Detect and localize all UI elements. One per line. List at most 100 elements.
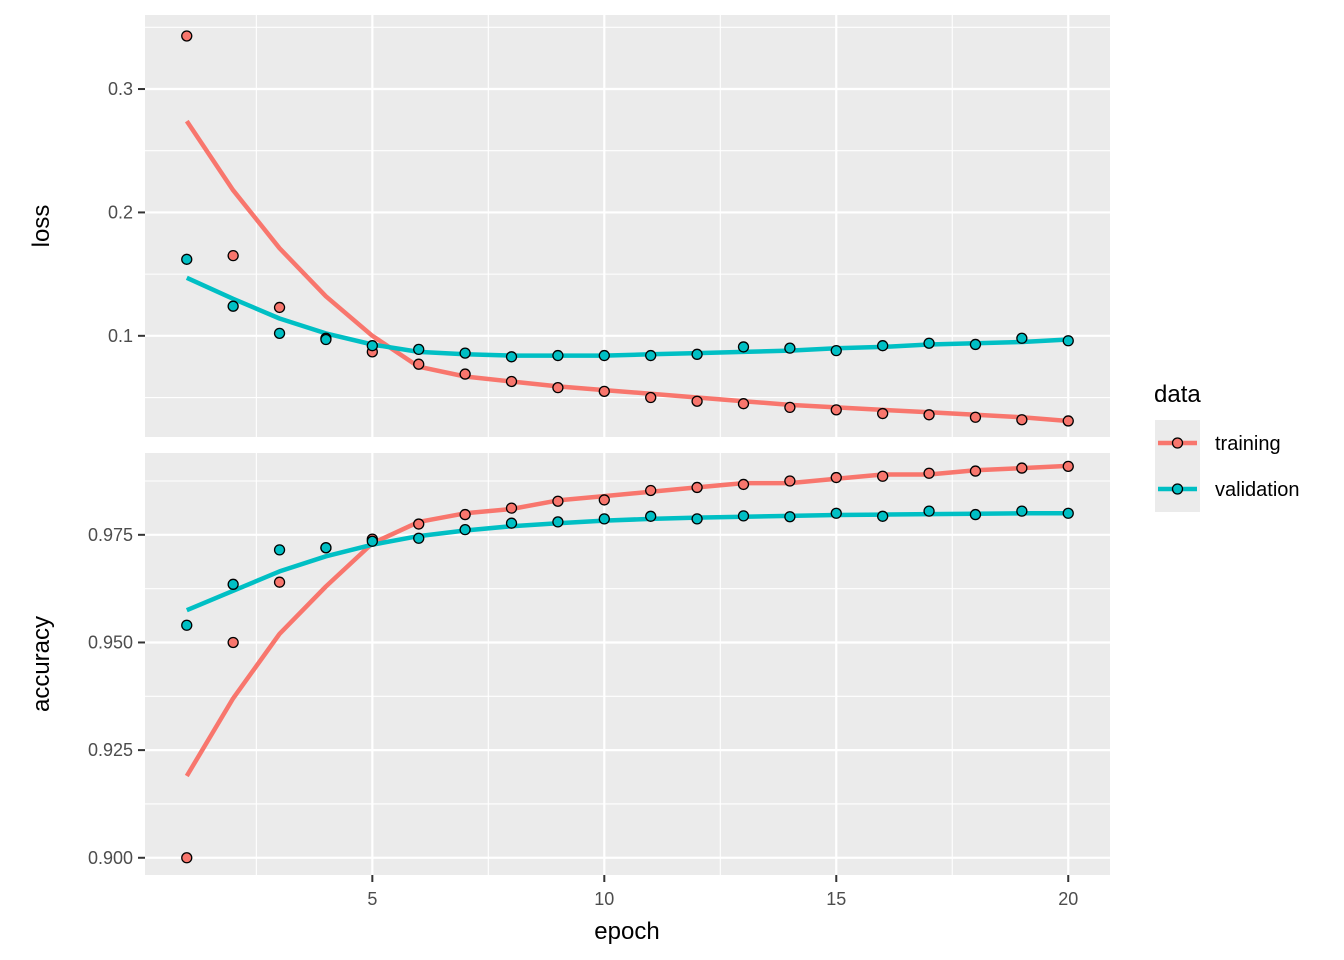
x-axis: 5 10 15 20 [367,875,1078,909]
point-validation [969,508,982,521]
point-validation [737,510,750,522]
y-axis-title: accuracy [28,616,55,712]
point-training [1016,462,1028,474]
point-validation [691,348,703,360]
point-validation [273,327,286,340]
legend-items: training validation [1155,420,1300,512]
point-training [273,576,286,588]
point-training [645,484,657,497]
point-validation [645,349,657,362]
legend: data training validation [1154,381,1300,512]
x-tick-label: 10 [594,889,614,909]
x-axis-title: epoch [594,918,659,945]
point-training [227,249,239,262]
point-validation [505,517,518,529]
smooth-line-training [184,463,1069,778]
point-training [413,518,425,530]
panel-accuracy: 0.900 0.925 0.950 0.975 accuracy [28,453,1110,875]
point-training [969,411,982,423]
point-training [877,470,889,482]
point-validation [552,349,564,362]
point-training [969,465,982,477]
point-validation [1016,332,1028,344]
legend-title: data [1154,381,1201,408]
point-validation [923,505,935,517]
point-validation [645,510,657,522]
point-validation [273,544,286,556]
x-tick-label: 15 [826,889,846,909]
y-tick-label: 0.925 [88,740,133,760]
y-tick-label: 0.975 [88,525,133,545]
point-training [552,381,564,394]
point-training [181,30,193,42]
point-validation [877,340,889,352]
point-validation [784,342,796,354]
point-training [181,852,193,864]
point-validation [830,507,842,519]
point-training [505,502,518,514]
point-training [830,404,842,416]
y-tick-label: 0.3 [108,79,133,99]
point-training [923,409,935,421]
legend-point-validation [1171,483,1184,495]
point-training [877,407,889,420]
point-training [784,475,796,487]
panel-loss: 0.1 0.2 0.3 loss [28,15,1110,437]
point-validation [366,340,378,352]
legend-point-training [1171,437,1184,449]
point-training [273,301,286,314]
point-validation [598,513,610,525]
point-validation [413,343,425,356]
point-validation [413,532,425,544]
point-validation [366,535,378,547]
smooth-line-validation [185,511,1069,613]
point-training [1062,415,1074,427]
point-validation [227,300,239,312]
point-training [459,368,471,380]
point-validation [320,542,332,554]
point-validation [1016,505,1028,517]
point-training [691,481,703,494]
smooth-line-training [184,119,1069,424]
point-training [923,467,935,479]
y-tick-label: 0.950 [88,632,133,652]
point-training [552,495,564,507]
point-validation [1062,507,1074,519]
point-training [1016,414,1028,426]
legend-label-validation: validation [1215,479,1300,501]
point-validation [505,351,518,363]
point-training [598,494,610,506]
point-training [645,391,657,404]
point-validation [459,523,471,536]
point-training [598,385,610,397]
y-axis-title: loss [28,205,55,248]
point-validation [598,349,610,362]
point-training [691,395,703,407]
point-training [830,471,842,484]
point-validation [227,578,239,590]
point-validation [181,253,193,265]
point-validation [459,347,471,359]
point-validation [691,513,703,525]
x-tick-label: 5 [367,889,377,909]
y-tick-label: 0.900 [88,848,133,868]
point-training [413,358,425,370]
x-tick-label: 20 [1058,889,1078,909]
point-validation [830,344,842,357]
point-validation [737,341,750,353]
point-training [505,375,518,388]
chart-panels: 0.1 0.2 0.3 loss 0.900 0.925 0.950 0.975 accurac… [28,15,1110,909]
panel-background [145,15,1110,437]
point-training [459,508,471,521]
legend-label-training: training [1215,433,1281,455]
point-training [737,478,750,491]
point-training [737,398,750,410]
point-validation [552,516,564,528]
point-validation [969,338,982,351]
smooth-line-validation [185,275,1069,358]
point-validation [877,510,889,522]
y-tick-label: 0.2 [108,202,133,222]
point-validation [181,619,193,631]
point-validation [1062,335,1074,347]
